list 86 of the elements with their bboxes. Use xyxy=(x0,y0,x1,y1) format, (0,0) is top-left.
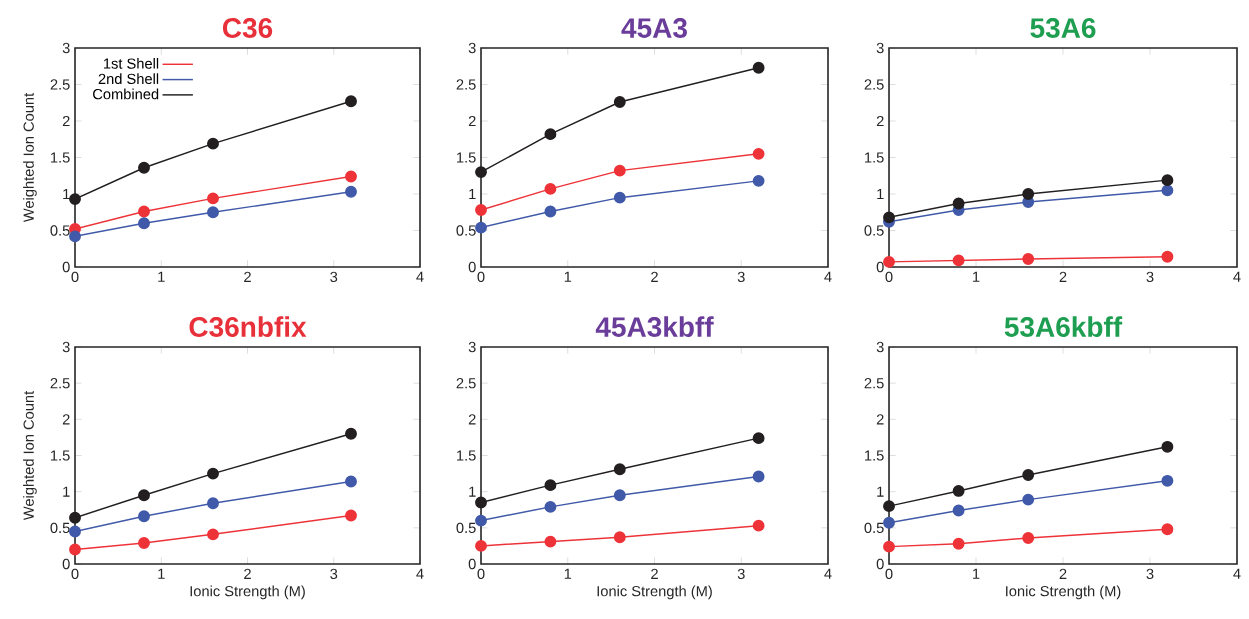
y-tick-label: 1 xyxy=(63,486,70,497)
legend-label: Combined xyxy=(93,88,159,100)
y-tick-label: 0 xyxy=(468,261,476,273)
x-tick-label: 4 xyxy=(416,271,424,282)
y-tick-label: 1 xyxy=(469,486,476,497)
y-axis-title: Weighted Ion Count xyxy=(23,92,37,223)
x-axis-title: Ionic Strength (M) xyxy=(597,585,712,600)
chart-title: 53A6kbff xyxy=(1004,316,1123,337)
x-tick-label: 2 xyxy=(244,271,251,282)
x-tick-label: 1 xyxy=(564,271,572,282)
chart-title: C36nbfix xyxy=(189,316,307,337)
x-tick-label: 4 xyxy=(824,568,832,579)
x-tick-label: 0 xyxy=(71,271,79,283)
x-tick-label: 0 xyxy=(477,271,485,283)
y-tick-label: 2.5 xyxy=(864,79,884,90)
x-tick-label: 0 xyxy=(885,271,893,283)
y-tick-label: 0 xyxy=(876,558,884,570)
y-tick-label: 1 xyxy=(877,188,884,200)
y-tick-label: 2.5 xyxy=(864,377,884,389)
y-tick-label: 1 xyxy=(469,188,476,200)
y-tick-label: 3 xyxy=(876,42,884,54)
x-axis-title: Ionic Strength (M) xyxy=(190,585,305,600)
y-tick-label: 1.5 xyxy=(865,152,884,163)
y-tick-label: 2.5 xyxy=(50,79,70,90)
chart-title: 45A3kbff xyxy=(595,316,714,337)
y-tick-label: 0 xyxy=(876,261,884,273)
legend-label: 1st Shell xyxy=(103,57,159,69)
y-axis-title: Weighted Ion Count xyxy=(23,390,37,521)
y-tick-label: 0 xyxy=(62,261,70,273)
y-tick-label: 2 xyxy=(468,115,476,127)
y-tick-label: 0.5 xyxy=(456,522,476,534)
x-tick-label: 3 xyxy=(1146,271,1154,283)
y-tick-label: 0 xyxy=(468,558,476,570)
y-tick-label: 0.5 xyxy=(50,225,70,236)
x-tick-label: 3 xyxy=(330,568,338,580)
y-tick-label: 0.5 xyxy=(456,225,476,236)
y-tick-label: 0 xyxy=(62,558,70,570)
y-tick-label: 2.5 xyxy=(50,377,70,389)
x-tick-label: 1 xyxy=(158,568,165,579)
y-tick-label: 2 xyxy=(468,414,476,425)
x-tick-label: 0 xyxy=(71,568,79,580)
x-tick-label: 2 xyxy=(651,271,658,282)
x-tick-label: 4 xyxy=(1233,568,1241,579)
x-tick-label: 4 xyxy=(824,271,832,282)
y-tick-label: 1.5 xyxy=(51,450,70,461)
y-tick-label: 1.5 xyxy=(865,450,884,461)
x-tick-label: 1 xyxy=(973,568,980,579)
x-axis-title: Ionic Strength (M) xyxy=(1006,585,1121,600)
y-tick-label: 1 xyxy=(877,486,884,497)
x-tick-label: 3 xyxy=(737,271,745,283)
y-tick-label: 2 xyxy=(62,414,70,425)
x-tick-label: 1 xyxy=(564,568,572,579)
x-tick-label: 2 xyxy=(244,568,251,579)
y-tick-label: 2 xyxy=(876,414,884,425)
x-tick-label: 4 xyxy=(416,568,424,579)
y-tick-label: 0.5 xyxy=(864,522,884,534)
x-tick-label: 3 xyxy=(1146,568,1154,580)
x-tick-label: 1 xyxy=(973,271,980,282)
chart-title: C36 xyxy=(222,18,273,38)
x-tick-label: 4 xyxy=(1233,271,1241,282)
y-tick-label: 2 xyxy=(62,115,70,127)
x-tick-label: 3 xyxy=(330,271,338,283)
y-tick-label: 3 xyxy=(62,341,70,353)
y-tick-label: 1 xyxy=(63,188,70,200)
x-tick-label: 1 xyxy=(158,271,165,282)
y-tick-label: 0.5 xyxy=(50,522,70,534)
y-tick-label: 2 xyxy=(876,115,884,127)
y-tick-label: 1.5 xyxy=(51,152,70,163)
y-tick-label: 3 xyxy=(468,42,476,54)
x-tick-label: 0 xyxy=(477,568,485,580)
chart-title: 53A6 xyxy=(1030,18,1096,38)
y-tick-label: 3 xyxy=(62,42,70,54)
y-tick-label: 3 xyxy=(876,341,884,353)
x-tick-label: 2 xyxy=(1059,568,1067,579)
y-tick-label: 0.5 xyxy=(864,225,884,236)
x-tick-label: 0 xyxy=(885,568,893,580)
legend-label: 2nd Shell xyxy=(98,73,159,85)
x-tick-label: 2 xyxy=(1059,271,1067,282)
x-tick-label: 2 xyxy=(651,568,658,579)
y-tick-label: 2.5 xyxy=(456,377,476,389)
y-tick-label: 1.5 xyxy=(457,152,476,163)
y-tick-label: 1.5 xyxy=(457,450,476,461)
y-tick-label: 3 xyxy=(468,341,476,353)
chart-title: 45A3 xyxy=(621,18,687,38)
y-tick-label: 2.5 xyxy=(456,79,476,90)
x-tick-label: 3 xyxy=(737,568,745,580)
